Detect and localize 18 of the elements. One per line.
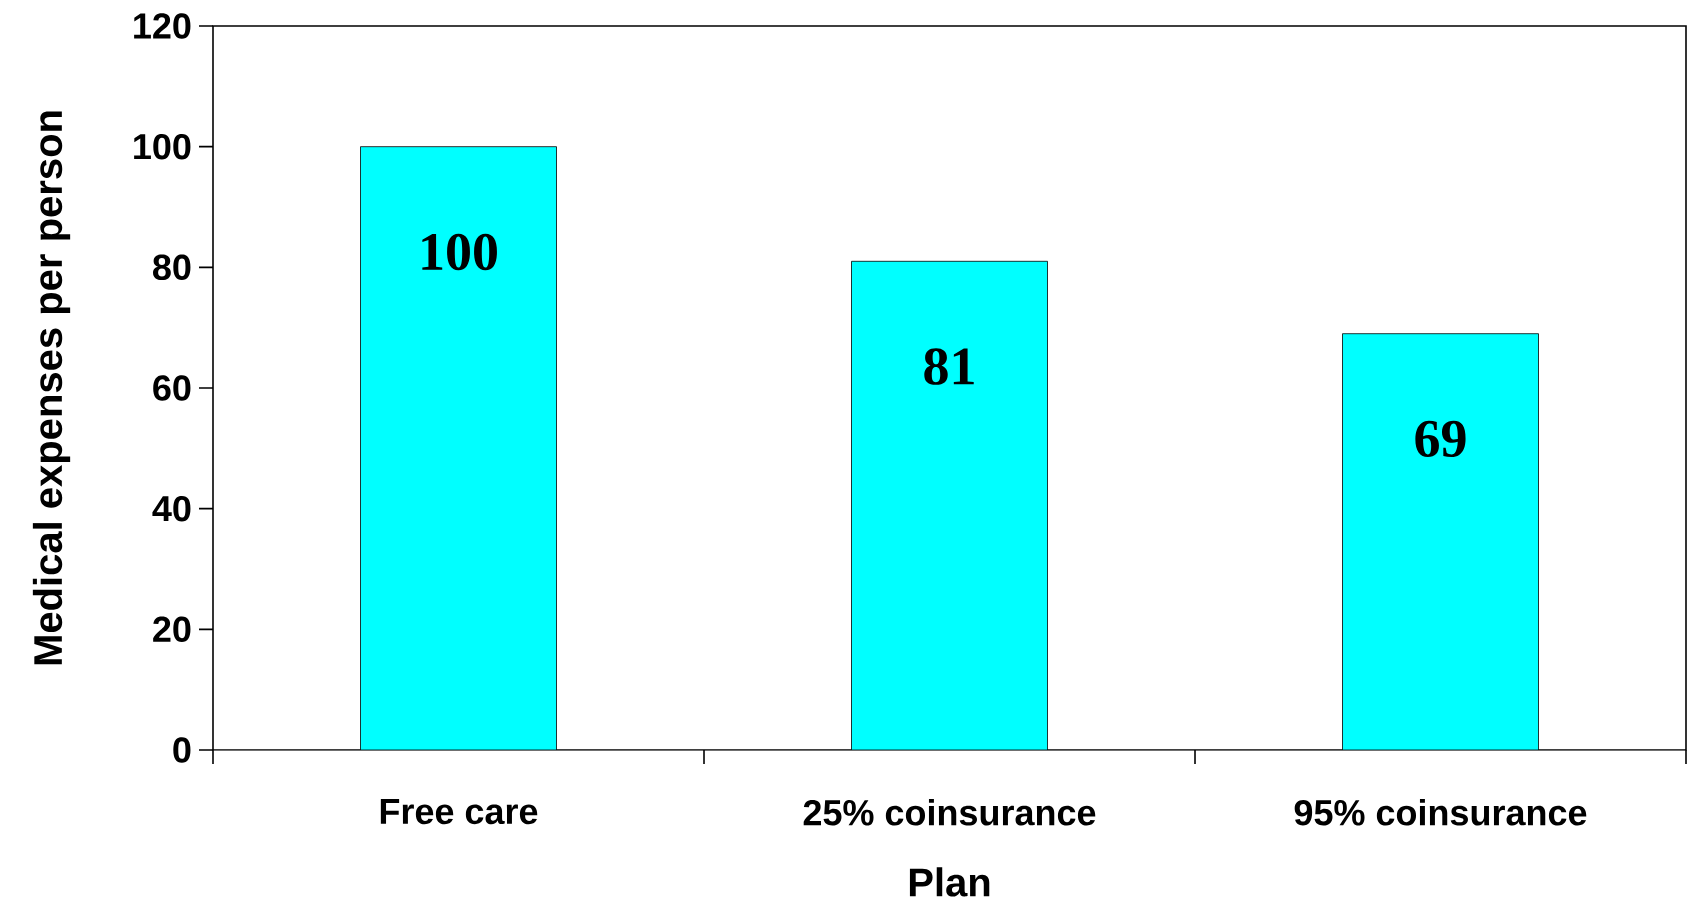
y-tick-label: 20 [153,616,191,643]
y-tick-label: 40 [152,495,191,522]
y-tick-label: 60 [153,375,191,401]
data-label: 69 [1415,420,1466,458]
data-label: 100 [422,233,497,271]
x-axis-title: Plan [909,867,990,897]
bar [1342,333,1539,750]
y-tick-label: 100 [134,133,191,160]
x-tick-label: Free care [380,799,538,825]
x-tick-label: 25% coinsurance [803,799,1096,826]
y-tick-label: 120 [134,13,191,39]
bar [360,146,557,750]
data-label: 81 [924,348,974,385]
bar [851,260,1048,750]
y-axis-title: Medical expenses per person [32,111,71,665]
y-tick-label: 0 [173,737,191,763]
y-tick-label: 80 [153,254,191,281]
x-tick-label: 95% coinsurance [1294,799,1587,826]
